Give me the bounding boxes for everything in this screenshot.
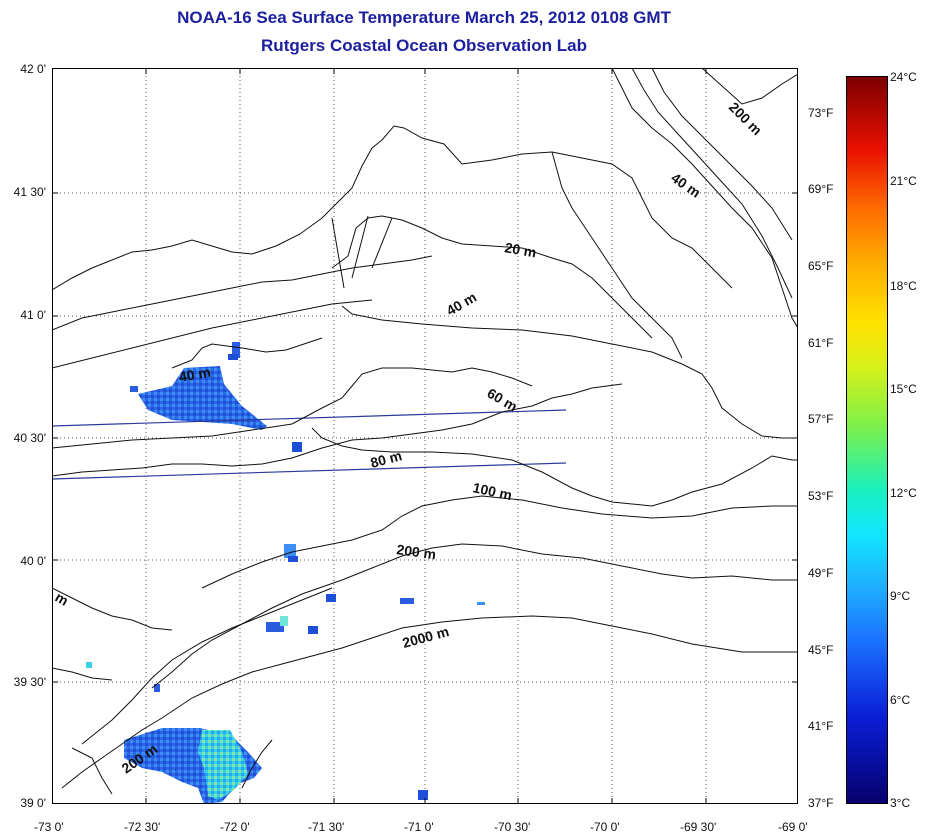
temp-c-12: 12°C [890, 486, 917, 500]
sst-map: 200 m 40 m 20 m 40 m 40 m 60 m 80 m 100 … [52, 68, 798, 804]
temp-c-6: 6°C [890, 693, 911, 707]
contour-label-edge: m [53, 589, 72, 609]
map-subtitle: Rutgers Coastal Ocean Observation Lab [261, 36, 587, 55]
contour-label-40m-mid: 40 m [444, 289, 480, 319]
temp-f-53: 53°F [808, 489, 834, 503]
bathymetry-contours [52, 68, 798, 795]
contour-label-200m: 200 m [396, 541, 438, 562]
contour-label-200m-ne: 200 m [726, 99, 765, 138]
temp-f-45: 45°F [808, 643, 834, 657]
lon-label-70: -70 0' [590, 820, 620, 834]
temp-c-15: 15°C [890, 382, 917, 396]
track-lines [52, 409, 567, 480]
lon-label-72-30: -72 30' [124, 820, 161, 834]
temperature-colorbar [846, 76, 888, 804]
lat-label-41: 41 0' [20, 308, 46, 322]
lon-label-71-30: -71 30' [308, 820, 345, 834]
lat-label-40: 40 0' [20, 554, 46, 568]
temp-c-18: 18°C [890, 279, 917, 293]
lat-label-39-30: 39 30' [13, 675, 46, 689]
temp-f-61: 61°F [808, 336, 834, 350]
temp-f-49: 49°F [808, 566, 834, 580]
sst-data-patches [86, 342, 485, 804]
contour-label-40m-ne: 40 m [668, 169, 703, 200]
lat-label-39: 39 0' [20, 796, 46, 810]
lon-label-69-30: -69 30' [680, 820, 717, 834]
temp-f-69: 69°F [808, 182, 834, 196]
temp-c-9: 9°C [890, 589, 911, 603]
temp-f-65: 65°F [808, 259, 834, 273]
contour-label-20m: 20 m [503, 239, 537, 260]
lon-label-69: -69 0' [778, 820, 808, 834]
lat-label-41-30: 41 30' [13, 185, 46, 199]
contour-label-100m: 100 m [471, 479, 513, 503]
contour-label-80m: 80 m [369, 447, 404, 471]
lon-label-71: -71 0' [404, 820, 434, 834]
contour-label-60m: 60 m [485, 385, 521, 415]
temp-f-73: 73°F [808, 106, 834, 120]
lon-label-72: -72 0' [220, 820, 250, 834]
temp-f-41: 41°F [808, 719, 834, 733]
temp-c-21: 21°C [890, 174, 917, 188]
lon-label-73: -73 0' [34, 820, 64, 834]
lon-label-70-30: -70 30' [494, 820, 531, 834]
lat-label-42: 42 0' [20, 62, 46, 76]
lat-label-40-30: 40 30' [13, 431, 46, 445]
temp-f-57: 57°F [808, 412, 834, 426]
temp-f-37: 37°F [808, 796, 834, 810]
axis-ticks [52, 68, 798, 804]
graticule [52, 68, 798, 804]
contour-label-40m-west: 40 m [178, 364, 212, 385]
temp-c-24: 24°C [890, 70, 917, 84]
map-title: NOAA-16 Sea Surface Temperature March 25… [177, 8, 671, 27]
temp-c-3: 3°C [890, 796, 911, 810]
